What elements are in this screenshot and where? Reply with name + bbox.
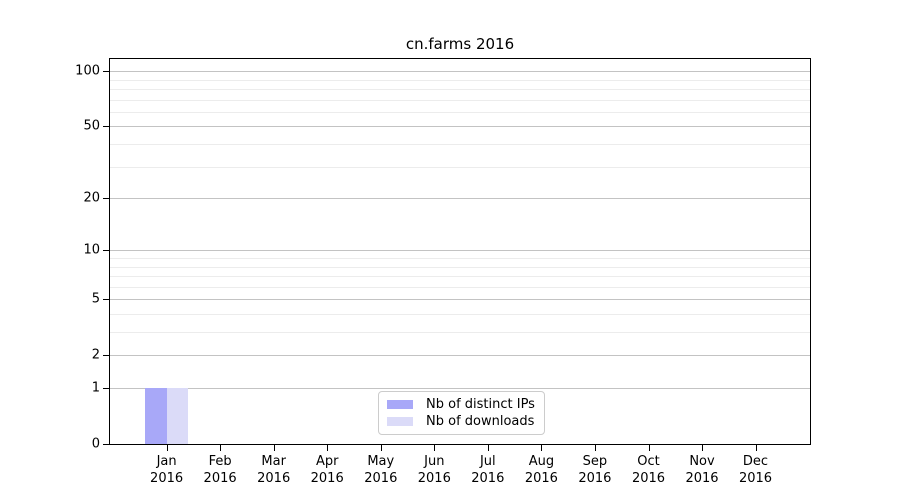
gridline-major: [110, 299, 810, 301]
x-tick-mark: [702, 445, 703, 451]
y-tick-mark: [103, 126, 109, 128]
x-tick-label: Jul 2016: [456, 453, 520, 487]
x-tick-month: Mar: [261, 454, 286, 469]
x-tick-year: 2016: [203, 471, 237, 486]
y-tick-mark: [103, 71, 109, 73]
x-tick-label: Feb 2016: [188, 453, 252, 487]
plot-area: 0 1 2 5 10 20 50 100 Jan 2016 Feb 2016 Mar 2016 Apr 20…: [75, 58, 811, 486]
x-tick-mark: [380, 445, 382, 451]
legend-label-downloads: Nb of downloads: [426, 414, 535, 429]
x-tick-mark: [220, 445, 222, 451]
x-tick-year: 2016: [578, 471, 612, 486]
x-tick-month: Jan: [156, 454, 177, 469]
gridline-major: [110, 198, 810, 200]
x-tick-label: Mar 2016: [242, 453, 306, 487]
x-tick-mark: [755, 445, 757, 451]
gridline-minor: [110, 111, 810, 113]
y-tick-label: 50: [83, 118, 100, 134]
x-tick-month: May: [367, 454, 395, 469]
y-tick-mark: [103, 299, 109, 301]
x-tick-label: Aug 2016: [509, 453, 573, 487]
x-tick-year: 2016: [417, 471, 451, 486]
bar-nb-of-downloads-jan: [166, 388, 188, 444]
x-tick-year: 2016: [685, 471, 719, 486]
gridline-minor: [110, 99, 810, 101]
y-tick-mark: [103, 388, 109, 389]
gridline-major: [110, 71, 810, 73]
x-tick-month: Aug: [528, 454, 555, 469]
x-tick-year: 2016: [150, 471, 184, 486]
gridline-major: [110, 355, 810, 357]
x-tick-month: Jun: [424, 454, 445, 469]
gridline-minor: [110, 89, 810, 90]
y-tick-label: 1: [91, 380, 100, 396]
x-tick-month: Feb: [208, 454, 232, 469]
y-tick-mark: [103, 355, 109, 357]
x-tick-label: Sep 2016: [563, 453, 627, 487]
y-tick-mark: [103, 444, 109, 445]
y-tick-label: 0: [91, 436, 100, 452]
x-tick-month: Nov: [689, 454, 715, 469]
gridline-major: [110, 388, 810, 389]
x-tick-mark: [541, 445, 543, 451]
gridline-minor: [110, 79, 810, 81]
y-tick-label: 2: [91, 347, 100, 363]
x-tick-label: Oct 2016: [617, 453, 681, 487]
x-tick-month: Jul: [479, 454, 496, 469]
x-tick-mark: [434, 445, 436, 451]
x-tick-label: Jun 2016: [402, 453, 466, 487]
x-tick-year: 2016: [310, 471, 344, 486]
legend-label-distinct-ips: Nb of distinct IPs: [426, 397, 535, 412]
x-tick-label: Apr 2016: [295, 453, 359, 487]
x-tick-mark: [648, 445, 650, 451]
gridline-minor: [110, 166, 810, 168]
x-tick-year: 2016: [631, 471, 666, 486]
chart-title: cn.farms 2016: [405, 35, 515, 53]
x-tick-label: Jan 2016: [135, 453, 199, 487]
y-tick-mark: [103, 198, 109, 200]
x-tick-month: Sep: [582, 454, 608, 469]
x-tick-mark: [487, 445, 489, 451]
x-tick-label: Dec 2016: [724, 453, 788, 487]
gridline-major: [110, 250, 810, 252]
gridline-minor: [110, 314, 810, 315]
x-tick-mark: [594, 445, 596, 451]
x-tick-year: 2016: [524, 471, 558, 486]
x-tick-label: Nov 2016: [670, 453, 734, 487]
y-tick-label: 100: [75, 63, 100, 79]
gridline-minor: [110, 266, 810, 268]
legend-swatch-distinct-ips: [387, 400, 413, 409]
y-tick-label: 10: [83, 242, 100, 258]
gridline-minor: [110, 332, 810, 333]
gridline-minor: [110, 286, 810, 288]
legend-swatch-downloads: [387, 417, 413, 426]
y-tick-label: 20: [83, 190, 100, 206]
x-tick-year: 2016: [471, 471, 505, 486]
x-tick-mark: [327, 445, 329, 451]
x-tick-mark: [166, 445, 168, 451]
legend: Nb of distinct IPs Nb of downloads: [378, 391, 545, 435]
legend-row-downloads: Nb of downloads: [387, 413, 535, 430]
x-tick-month: Dec: [742, 454, 769, 469]
gridline-major: [110, 126, 810, 128]
gridline-minor: [110, 258, 810, 259]
y-tick-label: 5: [91, 291, 100, 307]
x-tick-month: Apr: [315, 454, 339, 469]
x-tick-mark: [273, 445, 275, 451]
x-tick-year: 2016: [364, 471, 398, 486]
gridline-minor: [110, 276, 810, 277]
x-tick-year: 2016: [257, 471, 291, 486]
gridline-minor: [110, 144, 810, 145]
bar-nb-of-distinct-ips-jan: [145, 388, 167, 444]
x-tick-label: May 2016: [349, 453, 413, 487]
x-tick-year: 2016: [738, 471, 773, 486]
x-tick-month: Oct: [637, 454, 660, 469]
y-tick-mark: [103, 250, 109, 252]
legend-row-distinct-ips: Nb of distinct IPs: [387, 396, 535, 413]
